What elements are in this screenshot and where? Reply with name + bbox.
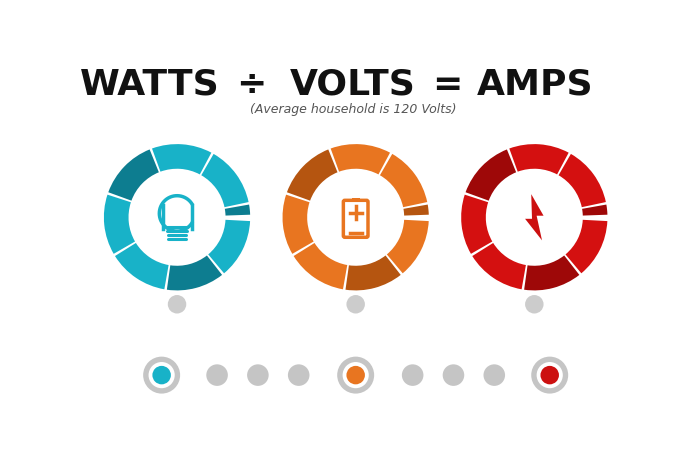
Wedge shape <box>509 144 568 175</box>
Circle shape <box>168 295 186 313</box>
Circle shape <box>247 364 269 386</box>
Circle shape <box>541 366 559 384</box>
Wedge shape <box>582 205 607 216</box>
Text: VOLTS: VOLTS <box>290 68 416 102</box>
Circle shape <box>130 170 224 264</box>
Wedge shape <box>462 194 492 254</box>
Circle shape <box>153 366 171 384</box>
Wedge shape <box>380 154 428 207</box>
Wedge shape <box>473 243 526 289</box>
Wedge shape <box>115 243 169 289</box>
Wedge shape <box>566 220 607 273</box>
Wedge shape <box>167 256 222 290</box>
Wedge shape <box>152 144 212 175</box>
Circle shape <box>402 364 423 386</box>
Circle shape <box>346 366 365 384</box>
Wedge shape <box>466 150 516 200</box>
Wedge shape <box>225 205 250 216</box>
Wedge shape <box>282 194 314 254</box>
Bar <box>352 198 359 202</box>
Circle shape <box>443 364 464 386</box>
Wedge shape <box>559 154 606 207</box>
Text: AMPS: AMPS <box>476 68 593 102</box>
Wedge shape <box>104 194 135 254</box>
Wedge shape <box>330 144 390 175</box>
Circle shape <box>288 364 310 386</box>
Wedge shape <box>403 205 429 216</box>
Wedge shape <box>287 150 337 200</box>
Text: ÷: ÷ <box>236 68 266 102</box>
Wedge shape <box>208 220 250 273</box>
Text: WATTS: WATTS <box>80 68 220 102</box>
Circle shape <box>343 362 369 388</box>
Circle shape <box>536 362 563 388</box>
Circle shape <box>143 357 180 394</box>
Circle shape <box>206 364 228 386</box>
Text: (Average household is 120 Volts): (Average household is 120 Volts) <box>250 103 456 116</box>
Circle shape <box>309 170 403 264</box>
Polygon shape <box>525 194 543 240</box>
Circle shape <box>484 364 505 386</box>
Circle shape <box>346 295 365 313</box>
Wedge shape <box>524 256 579 290</box>
Wedge shape <box>346 256 400 290</box>
Circle shape <box>487 170 582 264</box>
Circle shape <box>525 295 543 313</box>
Wedge shape <box>294 243 347 289</box>
Text: =: = <box>432 68 463 102</box>
Wedge shape <box>387 220 429 273</box>
Circle shape <box>531 357 568 394</box>
Circle shape <box>337 357 374 394</box>
Wedge shape <box>108 150 159 200</box>
Wedge shape <box>201 154 248 207</box>
Circle shape <box>149 362 175 388</box>
